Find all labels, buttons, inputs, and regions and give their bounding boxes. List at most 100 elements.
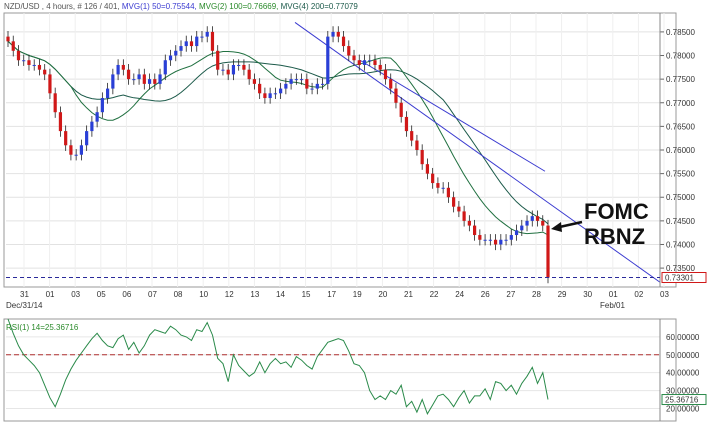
candle-body xyxy=(268,93,272,99)
candle-body xyxy=(263,93,267,99)
time-tick-label: 02 xyxy=(634,290,643,299)
candle-body xyxy=(320,83,325,85)
rsi-grid xyxy=(6,336,660,409)
candle-body xyxy=(399,102,403,117)
time-tick-label: 14 xyxy=(276,290,285,299)
candle-body xyxy=(100,98,104,113)
candle-body xyxy=(473,225,477,236)
candle-body xyxy=(184,41,188,47)
price-axis: 0.73500 0.74000 0.74500 0.75000 0.75500 0.760… xyxy=(6,13,707,287)
time-tick-label: 19 xyxy=(353,290,362,299)
header-symbol: NZD/USD , 4 hours, # 126 / 401, xyxy=(4,2,120,11)
candle-body xyxy=(509,235,513,240)
candle-body xyxy=(6,36,10,42)
last-price-label: 0.73301 xyxy=(665,274,694,283)
candle-body xyxy=(111,74,115,89)
candlesticks xyxy=(6,26,550,284)
candle-body xyxy=(452,197,456,207)
candle-body xyxy=(163,60,167,75)
candle-body xyxy=(132,79,136,81)
annotation-rbnz: RBNZ xyxy=(584,224,645,249)
candle-body xyxy=(53,93,57,113)
moving-average-line xyxy=(7,40,549,225)
price-tick-label: 0.77000 xyxy=(666,99,695,108)
candle-body xyxy=(341,36,346,47)
rsi-tick-label: 60.00000 xyxy=(666,333,700,342)
candle-body xyxy=(258,83,262,94)
candle-body xyxy=(347,46,351,56)
candle-body xyxy=(90,121,94,132)
candle-body xyxy=(362,60,367,65)
candle-body xyxy=(436,183,440,188)
time-sub-label: Dec/31/14 xyxy=(6,301,43,310)
candle-body xyxy=(383,69,388,80)
candle-body xyxy=(373,60,377,65)
candle-body xyxy=(137,74,141,80)
candle-body xyxy=(279,88,283,94)
header-mvg4: MVG(4) 200=0.77079 xyxy=(281,2,359,11)
candle-body xyxy=(289,79,293,84)
candle-body xyxy=(142,74,146,84)
time-tick-label: 31 xyxy=(20,290,29,299)
candle-body xyxy=(174,50,178,56)
candle-body xyxy=(441,187,445,189)
candle-body xyxy=(425,164,430,174)
candle-body xyxy=(242,64,246,70)
candle-body xyxy=(273,93,277,95)
rsi-series-line xyxy=(7,318,549,415)
candle-body xyxy=(48,74,52,94)
time-tick-label: 07 xyxy=(148,290,157,299)
candle-body xyxy=(541,220,545,226)
candle-body xyxy=(37,64,42,70)
candle-body xyxy=(326,36,330,84)
time-tick-label: 20 xyxy=(378,290,387,299)
time-tick-label: 15 xyxy=(302,290,311,299)
header-mvg2: MVG(2) 100=0.76669, xyxy=(199,2,278,11)
candle-body xyxy=(11,41,15,51)
time-tick-label: 10 xyxy=(199,290,208,299)
time-sub-label: Feb/01 xyxy=(600,301,625,310)
candle-body xyxy=(331,31,335,37)
price-tick-label: 0.75000 xyxy=(666,193,695,202)
header-mvg1: MVG(1) 50=0.75544, xyxy=(122,2,197,11)
trendline xyxy=(294,22,661,283)
rsi-tick-label: 40.00000 xyxy=(666,369,700,378)
candle-body xyxy=(147,79,152,84)
rsi-tick-label: 20.00000 xyxy=(666,404,700,413)
time-tick-label: 01 xyxy=(46,290,55,299)
candle-body xyxy=(216,50,220,70)
price-tick-label: 0.78000 xyxy=(666,52,695,61)
candle-body xyxy=(520,225,524,231)
price-tick-label: 0.74500 xyxy=(666,217,695,226)
annotation-fomc-rbnz: FOMC RBNZ xyxy=(551,199,649,249)
candle-body xyxy=(231,64,236,75)
time-tick-label: 03 xyxy=(660,290,669,299)
time-tick-label: 28 xyxy=(532,290,541,299)
candle-body xyxy=(420,150,424,165)
candle-body xyxy=(226,69,230,75)
candle-body xyxy=(415,140,419,150)
rsi-panel xyxy=(3,318,677,422)
candle-body xyxy=(404,116,409,132)
candle-body xyxy=(200,36,204,38)
rsi-line xyxy=(7,318,549,415)
candle-body xyxy=(22,60,26,62)
candle-body xyxy=(121,64,125,70)
candle-body xyxy=(237,64,241,66)
candle-body xyxy=(43,69,47,75)
rsi-last-label: 25.36716 xyxy=(665,396,699,405)
candle-body xyxy=(467,220,471,226)
time-tick-label: 01 xyxy=(609,290,618,299)
candle-body xyxy=(514,230,519,236)
candle-body xyxy=(525,220,529,226)
time-tick-label: 27 xyxy=(506,290,515,299)
candle-body xyxy=(378,64,382,70)
time-tick-label: 03 xyxy=(71,290,80,299)
price-tick-label: 0.73500 xyxy=(666,264,695,273)
candle-body xyxy=(95,112,99,122)
candle-body xyxy=(499,239,503,245)
candle-body xyxy=(205,31,209,37)
time-tick-label: 13 xyxy=(250,290,259,299)
candle-body xyxy=(168,55,173,61)
